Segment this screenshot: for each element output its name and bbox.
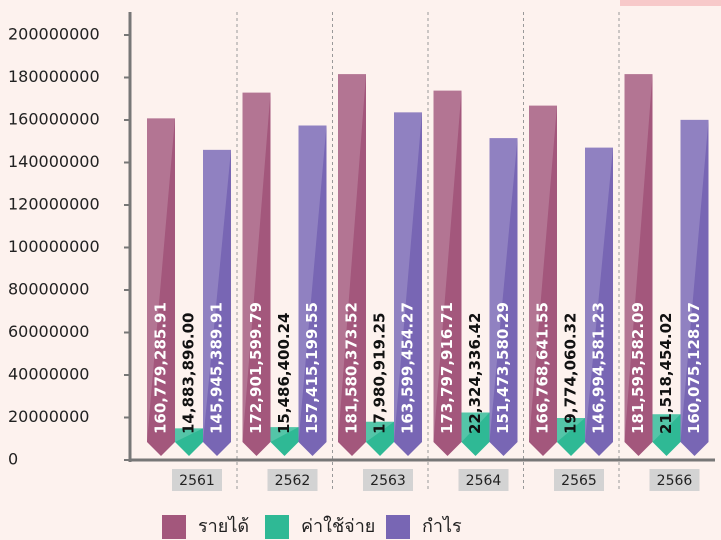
data-label: 15,486,400.24: [275, 313, 293, 434]
y-tick-label: 140000000: [8, 152, 100, 171]
x-tick-box: [363, 469, 413, 491]
legend-label: กำไร: [422, 515, 462, 537]
data-label: 146,994,581.23: [590, 302, 608, 434]
legend-label: รายได้: [198, 515, 249, 537]
y-tick-label: 120000000: [8, 195, 100, 214]
bar: [489, 138, 518, 456]
y-tick-label: 180000000: [8, 67, 100, 86]
legend-swatch: [386, 515, 410, 539]
data-label: 21,518,454.02: [657, 313, 675, 434]
x-tick-label: 2565: [561, 473, 597, 489]
y-tick-label: 0: [8, 450, 18, 469]
y-tick-label: 100000000: [8, 237, 100, 256]
bar: [557, 417, 585, 456]
bar: [624, 74, 653, 456]
bar: [529, 105, 557, 456]
bar: [270, 427, 299, 456]
corner-decoration: [620, 0, 721, 6]
legend-label: ค่าใช้จ่าย: [301, 515, 375, 537]
data-label: 181,593,582.09: [629, 302, 647, 434]
bar-shade: [175, 428, 203, 442]
y-tick-label: 60000000: [8, 322, 89, 341]
y-tick-label: 40000000: [8, 365, 89, 384]
data-label: 157,415,199.55: [303, 302, 321, 434]
bar: [461, 412, 490, 456]
bar: [366, 421, 394, 456]
bar: [680, 119, 709, 456]
data-label: 160,075,128.07: [685, 302, 703, 434]
x-tick-label: 2566: [657, 473, 693, 489]
legend-swatch: [265, 515, 289, 539]
bar-shade: [203, 149, 231, 443]
bar-shade: [338, 74, 366, 442]
data-label: 14,883,896.00: [180, 313, 198, 434]
bar-shade: [242, 92, 271, 442]
bar: [175, 428, 203, 456]
bar-shade: [433, 90, 462, 442]
x-tick-label: 2563: [370, 473, 406, 489]
legend-swatch: [162, 515, 186, 539]
bar: [585, 147, 613, 456]
bar-shade: [298, 125, 327, 442]
y-tick-label: 200000000: [8, 25, 100, 44]
data-label: 17,980,919.25: [371, 313, 389, 434]
bar: [394, 112, 422, 456]
bar: [298, 125, 327, 456]
bar-shade: [461, 412, 490, 442]
x-tick-box: [172, 469, 222, 491]
data-label: 181,580,373.52: [343, 302, 361, 434]
bar-shade: [585, 147, 613, 442]
bar: [433, 90, 462, 456]
bar: [147, 118, 175, 456]
data-label: 22,324,336.42: [466, 313, 484, 434]
bar: [652, 414, 681, 456]
bar-shade: [624, 74, 653, 442]
data-label: 151,473,580.29: [494, 302, 512, 434]
data-label: 160,779,285.91: [152, 302, 170, 434]
bar-shade: [652, 414, 681, 442]
y-tick-label: 20000000: [8, 407, 89, 426]
data-label: 19,774,060.32: [562, 313, 580, 434]
bar-shade: [557, 417, 585, 442]
bar-shade: [489, 138, 518, 442]
data-label: 166,768,641.55: [534, 302, 552, 434]
data-label: 173,797,916.71: [438, 302, 456, 434]
x-tick-label: 2561: [179, 473, 215, 489]
bar-shade: [147, 118, 175, 442]
x-tick-box: [554, 469, 604, 491]
data-label: 145,945,389.91: [208, 302, 226, 434]
y-tick-label: 80000000: [8, 280, 89, 299]
bar: [242, 92, 271, 456]
bar-shade: [270, 427, 299, 442]
x-tick-box: [649, 469, 700, 491]
bar-shade: [680, 119, 709, 442]
x-tick-box: [267, 469, 318, 491]
data-label: 172,901,599.79: [247, 302, 265, 434]
y-tick-label: 160000000: [8, 110, 100, 129]
x-tick-label: 2564: [466, 473, 502, 489]
x-tick-box: [458, 469, 509, 491]
data-label: 163,599,454.27: [399, 302, 417, 434]
bar: [203, 149, 231, 457]
bar-shade: [366, 421, 394, 442]
x-tick-label: 2562: [275, 473, 311, 489]
bar-shade: [529, 105, 557, 442]
bar: [338, 74, 366, 456]
bar-shade: [394, 112, 422, 442]
